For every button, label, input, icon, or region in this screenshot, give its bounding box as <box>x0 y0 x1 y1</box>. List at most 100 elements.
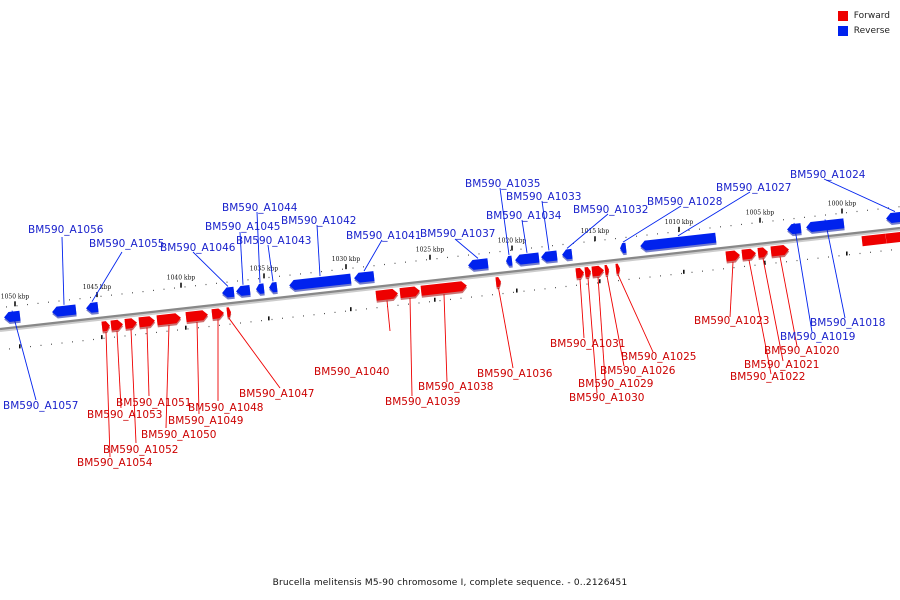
gene-label[interactable]: BM590_A1046 <box>160 242 236 254</box>
gene-arrow[interactable] <box>515 252 540 268</box>
gene-arrow[interactable] <box>468 258 489 272</box>
gene-arrow[interactable] <box>575 267 585 281</box>
gene-label[interactable]: BM590_A1029 <box>578 378 653 390</box>
gene-label[interactable]: BM590_A1056 <box>28 224 104 236</box>
gene-arrows <box>3 211 900 334</box>
gene-label[interactable]: BM590_A1054 <box>77 457 153 469</box>
lower-ruler-dot <box>817 257 819 259</box>
gene-label[interactable]: BM590_A1052 <box>103 444 178 456</box>
gene-arrow[interactable] <box>615 263 621 276</box>
gene-label[interactable]: BM590_A1030 <box>569 392 644 404</box>
ruler-dot <box>604 239 606 241</box>
gene-label[interactable]: BM590_A1031 <box>550 338 625 350</box>
gene-label[interactable]: BM590_A1020 <box>764 345 839 357</box>
gene-label[interactable]: BM590_A1023 <box>694 315 769 327</box>
gene-arrow[interactable] <box>110 319 124 333</box>
gene-label[interactable]: BM590_A1027 <box>716 182 791 194</box>
gene-label[interactable]: BM590_A1025 <box>621 351 696 363</box>
gene-label[interactable]: BM590_A1039 <box>385 396 460 408</box>
gene-arrow[interactable] <box>3 310 21 325</box>
gene-arrow[interactable] <box>399 286 421 301</box>
major-tick <box>841 208 843 214</box>
gene-arrow-body <box>86 302 99 313</box>
gene-label[interactable]: BM590_A1042 <box>281 215 356 227</box>
gene-label[interactable]: BM590_A1035 <box>465 178 540 190</box>
gene-label[interactable]: BM590_A1033 <box>506 191 581 203</box>
ruler-dot <box>373 265 375 267</box>
gene-arrow[interactable] <box>540 250 558 265</box>
gene-arrow[interactable] <box>757 247 769 260</box>
gene-arrow[interactable] <box>211 308 225 322</box>
gene-label[interactable]: BM590_A1032 <box>573 204 648 216</box>
ruler-dot <box>258 278 259 280</box>
lower-major-tick <box>268 316 270 321</box>
gene-label[interactable]: BM590_A1024 <box>790 169 866 181</box>
gene-arrow[interactable] <box>101 321 111 334</box>
gene-label[interactable]: BM590_A1041 <box>346 230 421 242</box>
gene-label[interactable]: BM590_A1028 <box>647 196 722 208</box>
gene-arrow[interactable] <box>885 211 900 226</box>
map-caption: Brucella melitensis M5-90 chromosome I, … <box>272 578 628 588</box>
gene-arrow[interactable] <box>124 318 138 331</box>
gene-arrow[interactable] <box>770 244 790 259</box>
gene-arrow[interactable] <box>85 302 99 315</box>
gene-arrow[interactable] <box>156 313 182 328</box>
gene-arrow[interactable] <box>495 277 502 290</box>
gene-arrow[interactable] <box>561 248 573 262</box>
gene-arrow[interactable] <box>354 271 375 285</box>
gene-label[interactable]: BM590_A1044 <box>222 202 298 214</box>
gene-label[interactable]: BM590_A1038 <box>418 381 493 393</box>
gene-arrow[interactable] <box>806 218 845 234</box>
gene-label[interactable]: BM590_A1053 <box>87 409 162 421</box>
gene-arrow[interactable] <box>420 281 468 298</box>
gene-arrow[interactable] <box>786 223 802 237</box>
gene-label[interactable]: BM590_A1019 <box>780 331 855 343</box>
gene-label[interactable]: BM590_A1021 <box>744 359 819 371</box>
gene-arrow[interactable] <box>584 267 592 280</box>
gene-arrow[interactable] <box>221 286 235 300</box>
gene-arrow[interactable] <box>741 248 757 262</box>
gene-arrow-body <box>124 318 137 329</box>
gene-arrow[interactable] <box>226 307 232 320</box>
gene-label[interactable]: BM590_A1050 <box>141 429 216 441</box>
gene-label[interactable]: BM590_A1047 <box>239 388 314 400</box>
gene-label[interactable]: BM590_A1040 <box>314 366 389 378</box>
gene-label[interactable]: BM590_A1048 <box>188 402 263 414</box>
gene-arrow[interactable] <box>505 255 513 269</box>
lower-ruler-dot <box>733 267 735 269</box>
gene-arrow-offscreen <box>885 231 900 244</box>
gene-arrow[interactable] <box>235 284 251 298</box>
gene-arrow[interactable] <box>604 264 610 278</box>
gene-arrow[interactable] <box>268 281 278 295</box>
lower-ruler-dot <box>229 323 231 325</box>
gene-label[interactable]: BM590_A1055 <box>89 238 164 250</box>
gene-arrow[interactable] <box>185 310 209 325</box>
lower-ruler-dot <box>72 341 73 343</box>
lower-ruler-dot <box>187 328 189 330</box>
gene-label[interactable]: BM590_A1036 <box>477 368 553 380</box>
gene-label[interactable]: BM590_A1051 <box>116 397 191 409</box>
gene-arrow[interactable] <box>138 316 156 330</box>
gene-arrow[interactable] <box>255 283 265 296</box>
gene-arrow[interactable] <box>725 250 741 264</box>
gene-label[interactable]: BM590_A1043 <box>236 235 311 247</box>
gene-arrow[interactable] <box>591 265 605 279</box>
gene-arrow[interactable] <box>619 242 627 256</box>
ruler-dot <box>825 214 826 216</box>
gene-label[interactable]: BM590_A1026 <box>600 365 676 377</box>
gene-label[interactable]: BM590_A1049 <box>168 415 243 427</box>
gene-arrow[interactable] <box>52 304 77 320</box>
gene-arrow[interactable] <box>289 273 352 293</box>
gene-arrow[interactable] <box>640 232 717 253</box>
gene-label[interactable]: BM590_A1034 <box>486 210 562 222</box>
gene-label[interactable]: BM590_A1022 <box>730 371 805 383</box>
ruler-dot <box>499 250 501 253</box>
gene-label[interactable]: BM590_A1057 <box>3 400 78 412</box>
gene-label[interactable]: BM590_A1037 <box>420 228 495 240</box>
gene-label[interactable]: BM590_A1045 <box>205 221 280 233</box>
scale-tick-label: 1035 kbp <box>250 265 279 272</box>
gene-label[interactable]: BM590_A1018 <box>810 317 885 329</box>
scale-tick-label: 1020 kbp <box>498 238 527 245</box>
ruler-dot <box>405 261 406 263</box>
gene-arrow[interactable] <box>375 288 399 303</box>
